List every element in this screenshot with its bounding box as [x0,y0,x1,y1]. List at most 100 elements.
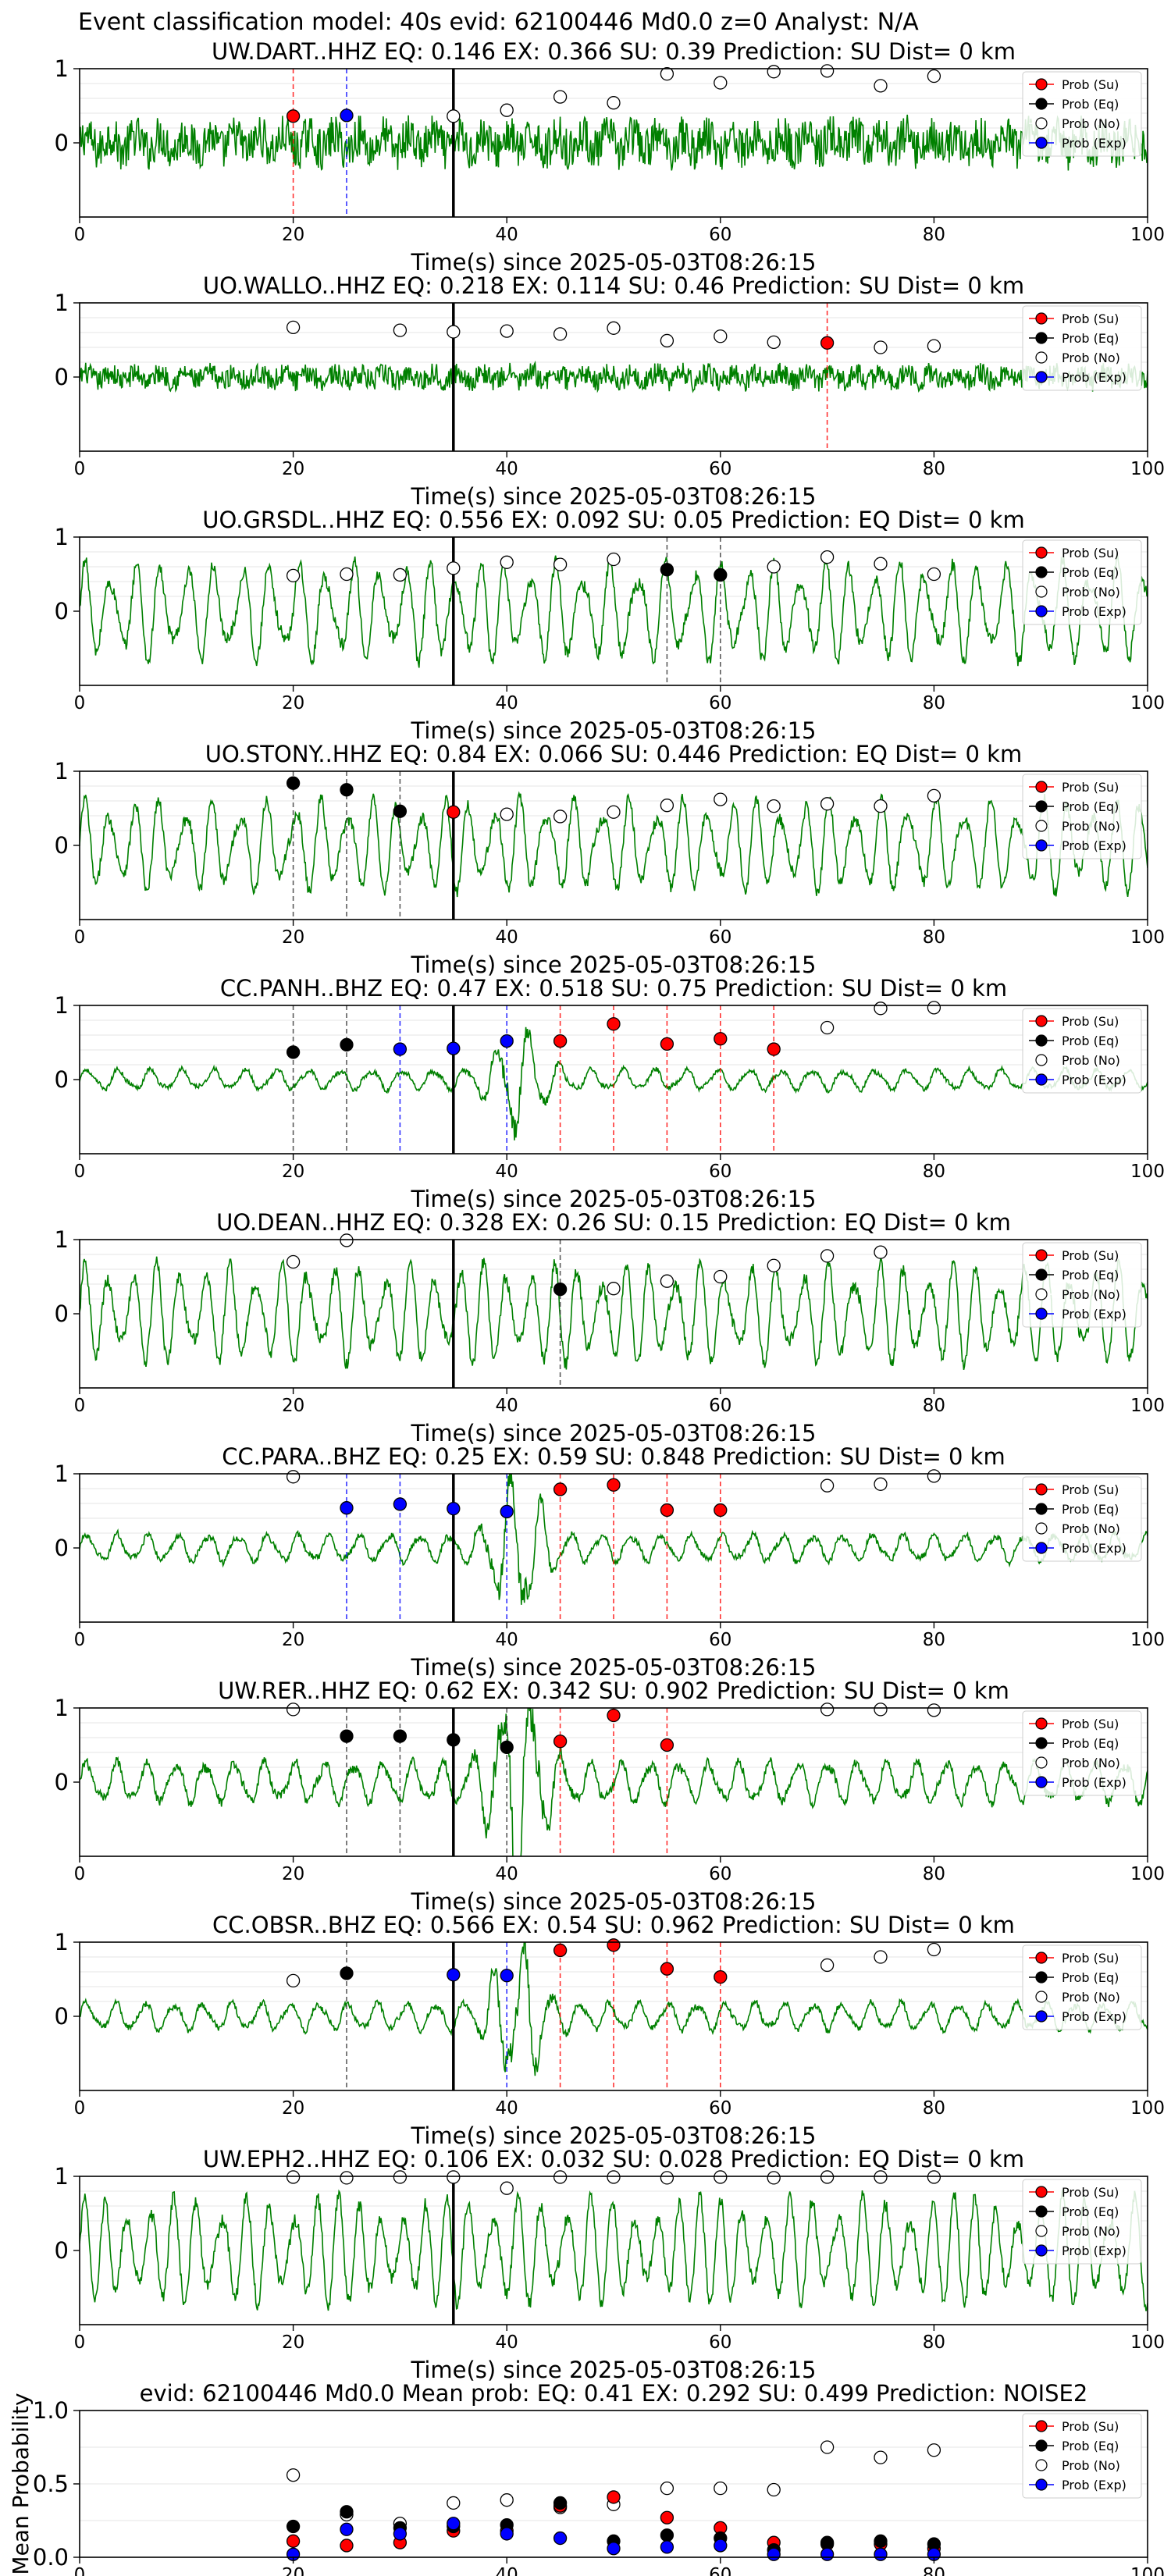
x-tick-label: 80 [923,459,945,479]
legend-marker [1035,1971,1048,1984]
x-tick-label: 0 [74,2098,86,2119]
legend-label: Prob (No) [1062,350,1120,365]
x-axis-label: Time(s) since 2025-05-03T08:26:15 [411,1888,817,1915]
prob-no-point [607,321,621,335]
prob-exp-point [874,2547,888,2561]
x-tick-label: 0 [74,1864,86,1884]
x-tick-label: 40 [496,2098,518,2119]
prob-no-point [820,1703,835,1717]
prob-no-point [874,1245,888,1259]
legend-marker [1035,585,1048,598]
legend-marker [1035,1268,1048,1281]
prob-no-point [874,799,888,813]
x-tick-label: 0 [74,225,86,245]
legend-no: Prob (No) [1029,1287,1120,1302]
prob-no-point [286,2468,301,2482]
legend-label: Prob (Su) [1062,77,1119,92]
prob-exp-point [447,1502,461,1516]
legend-label: Prob (No) [1062,1287,1120,1302]
legend-marker [1035,117,1048,130]
legend-marker [1035,800,1048,813]
legend-label: Prob (Exp) [1062,1307,1127,1322]
prob-exp-point [447,1968,461,1982]
prob-eq-point [340,1729,354,1743]
legend-label: Prob (No) [1062,1521,1120,1536]
legend-label: Prob (Eq) [1062,799,1119,814]
prob-eq-point [393,1729,408,1743]
legend-marker [1035,1015,1048,1027]
prob-no-point [927,2443,941,2457]
x-axis-label: Time(s) since 2025-05-03T08:26:15 [411,1186,817,1212]
legend-marker [1035,2439,1048,2452]
legend-eq: Prob (Eq) [1029,1970,1119,1985]
prob-su-point [660,1962,674,1976]
panel-8: UW.RER..HHZ EQ: 0.62 EX: 0.342 SU: 0.902… [55,1678,1165,1915]
prob-no-point [447,561,461,575]
legend-label: Prob (Su) [1062,1014,1119,1029]
prob-no-point [660,333,674,348]
legend-label: Prob (Exp) [1062,136,1127,151]
panel-5: CC.PANH..BHZ EQ: 0.47 EX: 0.518 SU: 0.75… [55,975,1165,1212]
prob-no-point [340,1233,354,1247]
legend-no: Prob (No) [1029,1990,1120,2005]
legend-label: Prob (No) [1062,2224,1120,2239]
prob-eq-point [714,568,728,582]
x-tick-label: 0 [74,927,86,948]
panel-title: UO.WALLO..HHZ EQ: 0.218 EX: 0.114 SU: 0.… [203,272,1024,299]
x-tick-label: 80 [923,1864,945,1884]
x-tick-label: 100 [1130,459,1165,479]
x-tick-label: 100 [1130,693,1165,713]
prob-su-point [607,1478,621,1492]
prob-no-point [286,1973,301,1988]
x-tick-label: 40 [496,927,518,948]
panel-1: UW.DART..HHZ EQ: 0.146 EX: 0.366 SU: 0.3… [55,38,1165,276]
legend-label: Prob (Exp) [1062,1073,1127,1087]
seismogram-trace [80,114,1148,171]
legend-marker [1035,1991,1048,2003]
prob-no-point [553,90,568,104]
panel-9: CC.OBSR..BHZ EQ: 0.566 EX: 0.54 SU: 0.96… [55,1912,1165,2149]
legend-marker [1035,566,1048,578]
legend-label: Prob (No) [1062,2458,1120,2473]
legend-label: Prob (Su) [1062,1482,1119,1497]
prob-no-point [874,2170,888,2184]
legend-label: Prob (No) [1062,1990,1120,2005]
legend-label: Prob (Exp) [1062,370,1127,385]
prob-no-point [714,2481,728,2496]
prob-su-point [286,2534,301,2548]
x-tick-label: 60 [709,693,731,713]
x-tick-label: 100 [1130,2332,1165,2353]
x-tick-label: 40 [496,1630,518,1650]
x-tick-label: 40 [496,225,518,245]
prob-no-point [874,2450,888,2464]
legend-label: Prob (Exp) [1062,838,1127,853]
prob-su-point [767,1042,781,1056]
axes-frame [79,770,1148,920]
legend-label: Prob (Eq) [1062,565,1119,580]
prob-eq-point [660,2528,674,2542]
x-tick-label: 80 [923,2565,945,2576]
legend-su: Prob (Su) [1029,1482,1119,1497]
x-tick-label: 60 [709,1630,731,1650]
prob-su-point [553,1735,568,1749]
legend-marker [1035,1073,1048,1086]
prob-no-point [286,1703,301,1717]
y-tick-label: 0 [55,130,69,156]
legend-su: Prob (Su) [1029,2185,1119,2200]
prob-no-point [820,550,835,564]
panel-title: UO.DEAN..HHZ EQ: 0.328 EX: 0.26 SU: 0.15… [216,1209,1011,1236]
y-tick-label: 0 [55,1066,69,1093]
legend-exp: Prob (Exp) [1029,136,1127,151]
legend-no: Prob (No) [1029,2458,1120,2473]
y-tick-label: 1 [55,1226,69,1253]
legend-marker [1035,1737,1048,1749]
legend-label: Prob (No) [1062,819,1120,834]
prob-no-point [500,555,514,569]
legend-box [1022,1944,1142,2030]
prob-no-point [500,2493,514,2507]
prob-no-point [767,2482,781,2497]
legend-marker [1035,605,1048,617]
legend-marker [1035,137,1048,149]
x-axis-label: Time(s) since 2025-05-03T08:26:15 [411,2122,817,2149]
legend-label: Prob (Eq) [1062,1736,1119,1751]
